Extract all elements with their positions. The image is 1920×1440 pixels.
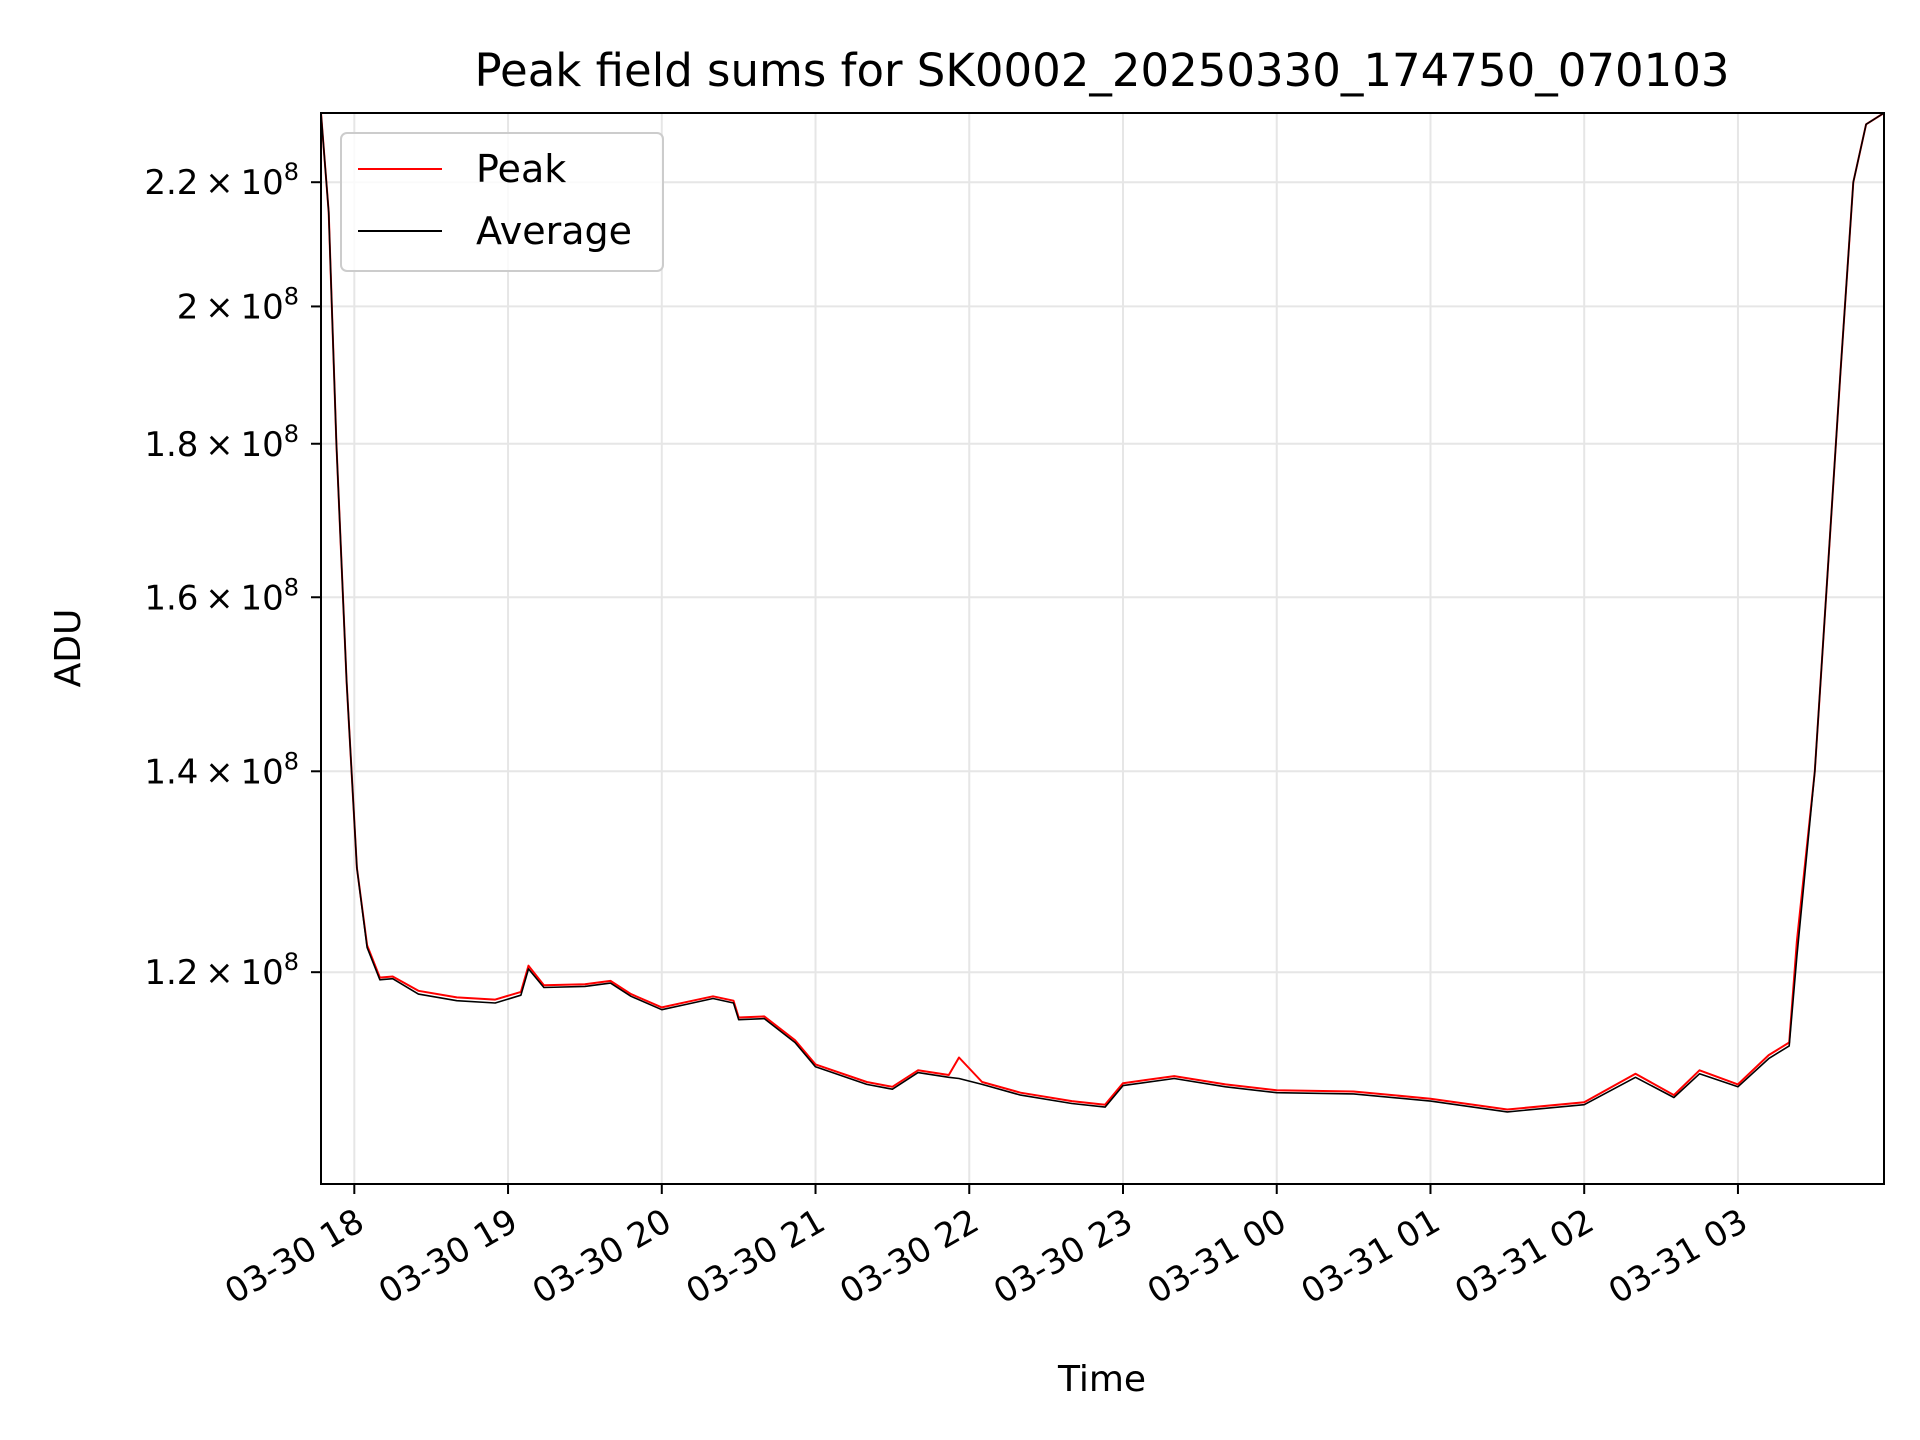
legend-average-label: Average [476,209,632,253]
legend: Peak Average [340,132,664,272]
plot-frame [320,112,1885,1185]
chart-title: Peak field sums for SK0002_20250330_1747… [475,44,1730,97]
y-tick-label: 1.8 × 108 [144,420,299,465]
y-tick-label: 2.2 × 108 [144,158,299,203]
legend-peak-label: Peak [476,147,566,191]
y-axis-title: ADU [48,609,89,688]
y-tick-label: 2 × 108 [177,282,299,327]
series-layer [320,112,1885,1113]
y-axis: 1.2 × 108 1.4 × 108 1.6 × 108 1.8 × 108 2 × … [144,158,321,993]
y-tick-label: 1.4 × 108 [144,747,299,792]
x-axis-title: Time [1057,1359,1146,1400]
y-tick-label: 1.2 × 108 [144,948,299,993]
series-line-average [320,112,1885,1113]
legend-box [340,132,664,272]
y-tick-label: 1.6 × 108 [144,573,299,618]
series-line-peak [320,112,1885,1111]
